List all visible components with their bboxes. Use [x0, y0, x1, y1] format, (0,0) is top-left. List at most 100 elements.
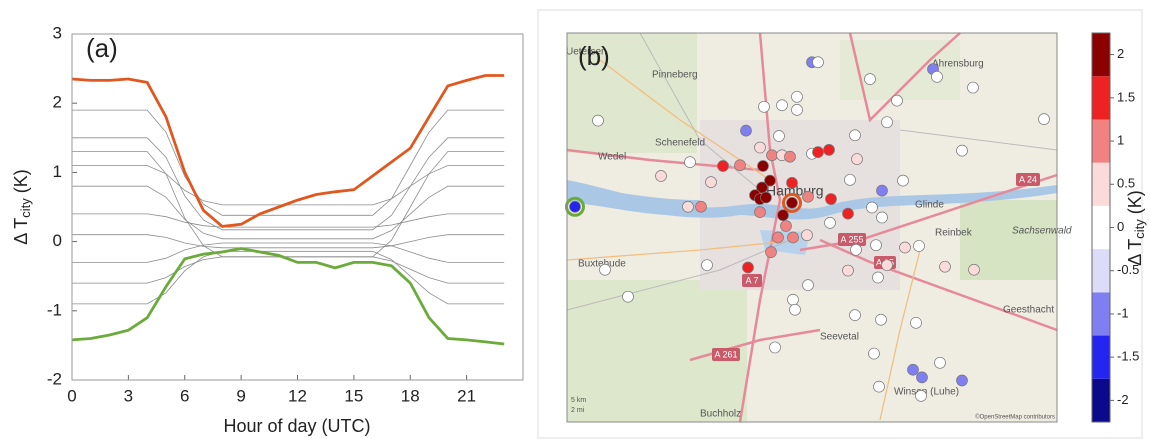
x-axis-label: Hour of day (UTC)	[223, 416, 370, 436]
station	[849, 309, 861, 321]
station	[772, 231, 784, 244]
station	[764, 174, 776, 187]
station	[842, 207, 854, 220]
map-label: Schenefeld	[655, 138, 705, 149]
x-tick-label: 21	[457, 386, 476, 405]
colorbar-segment	[1092, 76, 1110, 120]
colorbar-label: Δ Tcity (K)	[1125, 190, 1148, 266]
extreme-line	[71, 247, 505, 346]
station	[850, 243, 862, 256]
station	[760, 191, 772, 204]
map	[566, 32, 1058, 423]
station	[868, 347, 880, 360]
map-label: Buxtehude	[578, 259, 626, 270]
station	[1038, 113, 1050, 125]
station	[754, 206, 766, 218]
colorbar-segment	[1092, 292, 1110, 336]
map-label: Uetersen	[566, 47, 607, 58]
y-axis-label-sub: city	[18, 198, 33, 218]
station	[622, 290, 634, 303]
map-label: Reinbek	[935, 228, 973, 239]
series-line	[72, 185, 505, 240]
scale-label: 2 mi	[571, 407, 585, 414]
road-label: A 261	[714, 349, 737, 359]
station	[931, 70, 943, 83]
station	[802, 279, 814, 292]
y-axis-label-unit: (K)	[11, 169, 31, 193]
station	[569, 200, 581, 213]
series-line	[72, 234, 505, 249]
station	[939, 260, 951, 273]
map-label: Sachsenwald	[1012, 226, 1072, 237]
station	[866, 201, 878, 214]
attribution: ©OpenStreetMap contributors	[975, 414, 1055, 421]
station	[740, 124, 752, 137]
series-line	[72, 151, 505, 258]
map-label: Ahrensburg	[932, 59, 984, 70]
colorbar-segment	[1092, 335, 1110, 379]
station	[876, 184, 888, 197]
station	[876, 211, 888, 224]
station	[910, 316, 922, 329]
station	[891, 94, 903, 107]
station	[791, 90, 803, 103]
station	[851, 153, 863, 165]
station	[823, 144, 835, 156]
station	[599, 263, 611, 276]
station	[758, 100, 770, 113]
y-tick-label: 0	[53, 231, 62, 250]
colorbar-tick-label: 2	[1117, 46, 1124, 61]
colorbar-tick-label: -1	[1117, 305, 1129, 320]
station	[881, 116, 893, 129]
station	[786, 197, 798, 209]
station	[780, 220, 792, 232]
colorbar-segment	[1092, 249, 1110, 293]
station	[870, 239, 882, 252]
station	[802, 190, 814, 203]
station	[756, 181, 768, 194]
map-label: Glinde	[915, 200, 944, 211]
map-labels: Uetersen Pinneberg Ahrensburg Schenefeld…	[566, 47, 1072, 421]
station	[776, 99, 788, 112]
x-tick-label: 6	[180, 386, 189, 405]
colorbar-segment	[1092, 119, 1110, 163]
station	[899, 241, 911, 254]
station	[655, 170, 667, 182]
map-label: Buchholz	[700, 409, 741, 420]
stations	[565, 56, 1050, 402]
station	[717, 160, 729, 172]
x-tick-label: 9	[236, 386, 245, 405]
station	[844, 173, 856, 186]
y-tick-label: -2	[47, 369, 62, 388]
plot-frame	[71, 33, 524, 381]
colorbar-tick-label: -0.5	[1117, 262, 1139, 277]
station	[825, 193, 837, 205]
series-line	[72, 242, 505, 263]
colorbar-segment	[1092, 378, 1110, 422]
station	[934, 356, 946, 369]
station	[701, 259, 713, 272]
road-label: A 255	[840, 234, 863, 244]
x-tick-label: 15	[344, 386, 363, 405]
station	[956, 144, 968, 157]
station	[742, 261, 754, 274]
y-tick-label: 3	[53, 23, 62, 42]
station	[881, 259, 893, 272]
x-tick-label: 3	[124, 386, 133, 405]
y-axis-label-main: Δ T	[11, 218, 31, 245]
panel-label: (b)	[578, 41, 610, 71]
station	[967, 81, 979, 94]
highlight-ring	[782, 192, 802, 213]
extreme-line	[71, 74, 505, 228]
y-tick-label: 2	[53, 93, 62, 112]
station	[789, 303, 801, 316]
x-tick-label: 12	[288, 386, 307, 405]
road-label: A 7	[745, 275, 758, 285]
x-tick-label: 18	[401, 386, 420, 405]
y-tick-label: 1	[53, 162, 62, 181]
colorbar-segment	[1092, 162, 1110, 206]
station	[956, 374, 968, 387]
station	[907, 363, 919, 376]
colorbar-label-sub: city	[1132, 219, 1147, 239]
